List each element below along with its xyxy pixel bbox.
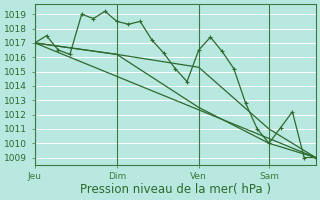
X-axis label: Pression niveau de la mer( hPa ): Pression niveau de la mer( hPa ) [80, 183, 271, 196]
